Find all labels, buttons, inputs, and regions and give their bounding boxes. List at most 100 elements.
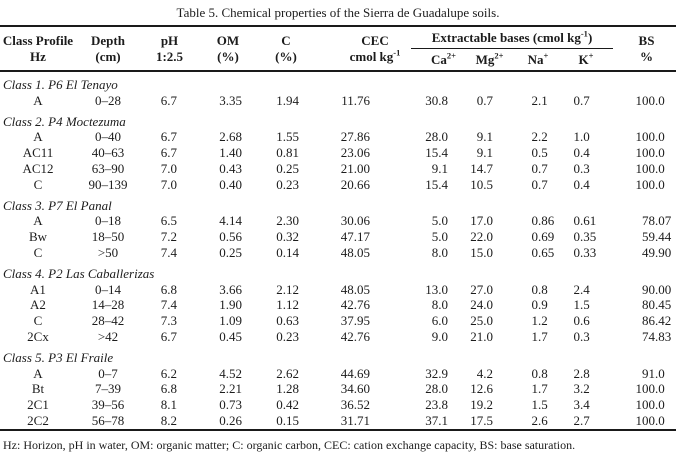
cell-ca: 15.4: [425, 176, 448, 192]
cell-k: 2.4: [573, 281, 590, 297]
col-header-ph: pH 1:2.5: [155, 32, 184, 64]
soil-horizon-row: C 90–139 7.0 0.40 0.23 20.66 15.4 10.5 0.7 0.4 100…: [0, 177, 676, 193]
col-header-cec: CEC cmol kg-1: [349, 32, 401, 64]
cell-cec: 27.86: [340, 129, 370, 145]
cell-om: 4.52: [219, 365, 242, 381]
cell-k: 0.4: [573, 145, 590, 161]
cell-mg: 17.5: [470, 412, 493, 428]
cell-ca: 30.8: [425, 92, 448, 108]
cell-om: 3.35: [219, 92, 242, 108]
cell-k: 0.6: [573, 313, 590, 329]
cell-ph: 7.0: [160, 160, 177, 176]
cell-c: 0.23: [276, 328, 299, 344]
cell-ph: 7.3: [160, 313, 177, 329]
cell-k: 0.4: [573, 176, 590, 192]
cell-bs: 100.0: [635, 381, 665, 397]
cell-ca: 32.9: [425, 365, 448, 381]
cell-cec: 23.06: [340, 145, 370, 161]
cell-cec: 48.05: [340, 281, 370, 297]
class-group-label: Class 1. P6 El Tenayo: [3, 77, 118, 92]
cell-ca: 23.8: [425, 397, 448, 413]
cell-depth: 90–139: [88, 176, 128, 192]
cell-bs: 100.0: [635, 397, 665, 413]
cell-c: 0.32: [276, 229, 299, 245]
cell-bs: 78.07: [642, 213, 672, 229]
cell-ph: 7.4: [160, 297, 177, 313]
col-header-hz: Class Profile Hz: [2, 32, 74, 64]
cell-c: 0.25: [276, 160, 299, 176]
cell-ph: 6.8: [160, 281, 177, 297]
cell-c: 1.94: [276, 92, 299, 108]
cell-na: 2.6: [531, 412, 548, 428]
cell-depth: 7–39: [95, 381, 121, 397]
cell-k: 0.35: [573, 229, 597, 245]
cell-depth: 39–56: [91, 397, 125, 413]
cell-k: 0.3: [573, 160, 590, 176]
soil-horizon-row: 2Cx >42 6.7 0.45 0.23 42.76 9.0 21.0 1.7 0.3 74.83: [0, 329, 676, 345]
cell-k: 0.33: [573, 244, 597, 260]
cell-cec: 42.76: [340, 297, 370, 313]
col-header-bs: BS%: [638, 32, 655, 64]
class-group-label: Class 2. P4 Moctezuma: [3, 113, 126, 129]
cell-hz: A: [33, 129, 43, 145]
cell-ca: 8.0: [431, 297, 448, 313]
cell-om: 0.45: [219, 328, 242, 344]
soil-horizon-row: A 0–28 6.7 3.35 1.94 11.76 30.8 0.7 2.1 0.7 100.0: [0, 93, 676, 109]
soil-horizon-row: Bw 18–50 7.2 0.56 0.32 47.17 5.0 22.0 0.69 0.35 59…: [0, 229, 676, 245]
cell-c: 0.14: [276, 244, 299, 260]
cell-depth: 40–63: [91, 145, 125, 161]
cell-ph: 7.4: [160, 244, 177, 260]
soil-horizon-row: AC11 40–63 6.7 1.40 0.81 23.06 15.4 9.1 0.5 0.4 10…: [0, 145, 676, 161]
cell-ph: 8.2: [160, 412, 177, 428]
cell-c: 2.12: [276, 281, 299, 297]
cell-cec: 34.60: [340, 381, 370, 397]
cell-k: 0.3: [573, 328, 590, 344]
cell-ca: 37.1: [425, 412, 448, 428]
cell-bs: 100.0: [635, 145, 665, 161]
cell-ca: 15.4: [425, 145, 448, 161]
cell-na: 1.7: [531, 328, 548, 344]
header-row-cations: Ca2+ Mg2+ Na+ K+: [0, 49, 676, 71]
cell-depth: 63–90: [91, 160, 125, 176]
soil-horizon-row: 2C2 56–78 8.2 0.26 0.15 31.71 37.1 17.5 2.6 2.7 10…: [0, 413, 676, 430]
class-group-row: Class 1. P6 El Tenayo: [0, 71, 676, 93]
cell-mg: 9.1: [476, 145, 493, 161]
cell-na: 0.7: [531, 160, 548, 176]
cell-depth: 56–78: [91, 412, 125, 428]
cell-mg: 9.1: [476, 129, 493, 145]
cell-om: 0.40: [219, 176, 242, 192]
cell-depth: >50: [97, 244, 119, 260]
cell-hz: 2C1: [27, 397, 49, 413]
class-group-row: Class 3. P7 El Panal: [0, 193, 676, 214]
cell-na: 1.5: [531, 397, 548, 413]
cell-na: 0.69: [531, 229, 555, 245]
col-header-ca: Ca2+: [431, 50, 456, 67]
cell-ph: 6.8: [160, 381, 177, 397]
cell-hz: AC11: [22, 145, 54, 161]
soil-horizon-row: A 0–18 6.5 4.14 2.30 30.06 5.0 17.0 0.86 0.61 78.0…: [0, 213, 676, 229]
cell-bs: 100.0: [635, 412, 665, 428]
cell-ph: 6.7: [160, 328, 177, 344]
cell-om: 1.09: [219, 313, 242, 329]
cell-na: 0.86: [531, 213, 555, 229]
cell-om: 0.43: [219, 160, 242, 176]
cell-ph: 6.2: [160, 365, 177, 381]
cell-depth: 18–50: [91, 229, 125, 245]
cell-c: 1.55: [276, 129, 299, 145]
soil-horizon-row: 2C1 39–56 8.1 0.73 0.42 36.52 23.8 19.2 1.5 3.4 10…: [0, 397, 676, 413]
table-header: Class Profile Hz Depth (cm) pH 1:2.5 OM (%) C (%)…: [0, 26, 676, 71]
cell-ph: 6.7: [160, 129, 177, 145]
cell-om: 2.68: [219, 129, 242, 145]
soil-horizon-row: A1 0–14 6.8 3.66 2.12 48.05 13.0 27.0 0.8 2.4 90.0…: [0, 282, 676, 298]
class-group-label: Class 3. P7 El Panal: [3, 197, 112, 213]
cell-om: 2.21: [219, 381, 242, 397]
header-row-main: Class Profile Hz Depth (cm) pH 1:2.5 OM (%) C (%)…: [0, 26, 676, 63]
cell-ca: 6.0: [431, 313, 448, 329]
cell-mg: 10.5: [470, 176, 493, 192]
cell-k: 1.0: [573, 129, 590, 145]
cell-ph: 7.0: [160, 176, 177, 192]
cell-cec: 48.05: [340, 244, 370, 260]
cell-ca: 5.0: [431, 229, 448, 245]
cell-hz: A1: [30, 281, 46, 297]
